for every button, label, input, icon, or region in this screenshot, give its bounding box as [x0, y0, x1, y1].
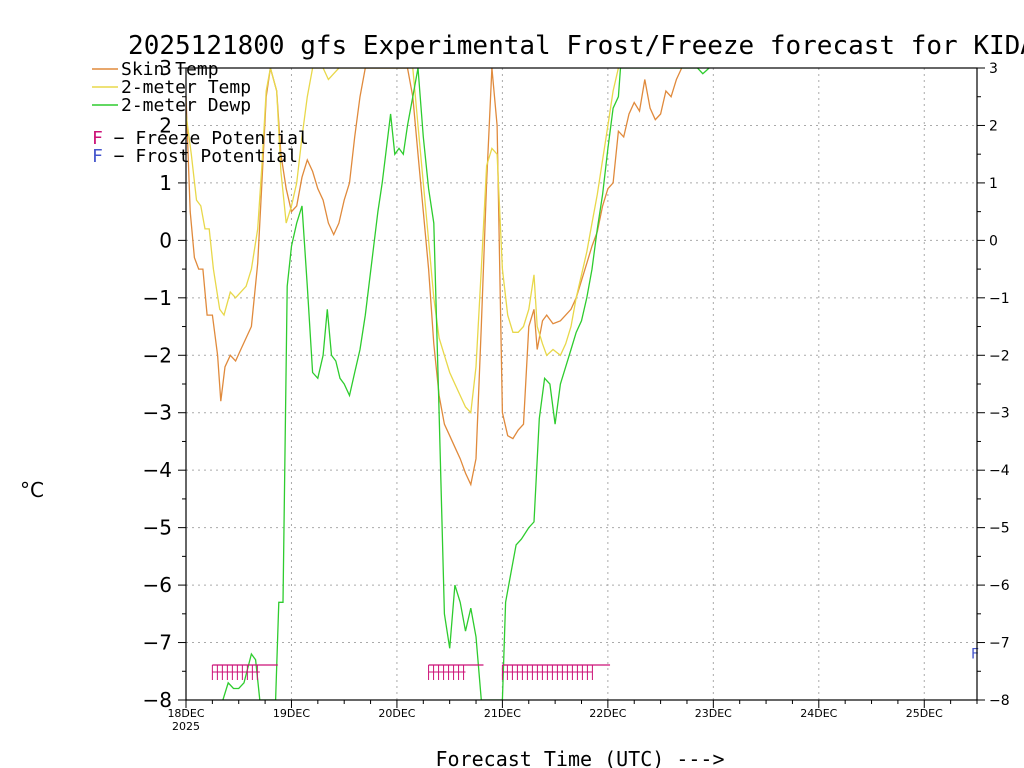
x-tick-label: 25DEC — [906, 707, 943, 720]
y-tick-label: 3 — [159, 56, 172, 80]
y-tick-label: −2 — [143, 343, 172, 367]
potential-legend-marker: F — [92, 128, 103, 149]
y-tick-label-right: −4 — [989, 463, 1010, 479]
legend-label: 2-meter Dewp — [121, 95, 251, 116]
x-axis-label: Forecast Time (UTC) ---> — [436, 747, 725, 768]
y-tick-label-right: 1 — [989, 176, 998, 192]
y-tick-label-right: 2 — [989, 118, 998, 134]
y-tick-label-right: −2 — [989, 348, 1010, 364]
legend-label: Skin Temp — [121, 59, 219, 80]
x-tick-sublabel: 2025 — [172, 720, 200, 733]
potential-legend-item: F − Freeze Potential — [92, 128, 309, 149]
y-tick-label-right: −3 — [989, 406, 1010, 422]
x-tick-label: 19DEC — [273, 707, 310, 720]
y-tick-label: 1 — [159, 171, 172, 195]
chart-title: 2025121800 gfs Experimental Frost/Freeze… — [128, 31, 1024, 61]
potential-markers: F — [211, 646, 979, 680]
y-tick-label: 0 — [159, 228, 172, 252]
legend-label: 2-meter Temp — [121, 77, 251, 98]
x-tick-label: 24DEC — [800, 707, 837, 720]
plot-frame — [185, 67, 978, 701]
y-tick-label: −6 — [143, 573, 172, 597]
x-tick-label: 21DEC — [484, 707, 521, 720]
series-2-meter-dewp — [222, 68, 710, 700]
y-tick-label: −4 — [143, 458, 172, 482]
y-tick-label: −5 — [143, 516, 172, 540]
y-tick-label-right: −1 — [989, 291, 1010, 307]
y-tick-label-right: −7 — [989, 636, 1010, 652]
potential-legend-text: − Freeze Potential — [103, 128, 309, 149]
x-tick-label: 20DEC — [378, 707, 415, 720]
frost-potential-marker: F — [971, 646, 979, 662]
series-lines — [186, 68, 710, 700]
y-tick-label: −7 — [143, 631, 172, 655]
y-tick-label-right: −6 — [989, 578, 1010, 594]
x-tick-label: 22DEC — [589, 707, 626, 720]
y-tick-label: −1 — [143, 286, 172, 310]
y-tick-label-right: 0 — [989, 233, 998, 249]
y-tick-label-right: −8 — [989, 693, 1010, 709]
y-tick-label-right: 3 — [989, 61, 998, 77]
y-tick-label: −3 — [143, 401, 172, 425]
potential-legend-marker: F — [92, 146, 103, 167]
y-axis: −8 −8 −7 −7 −6 −6 −5 −5 −4 −4 −3 −3 −2 −2 −1 −1 0 0 1 1 2 2 3 3 — [143, 56, 1010, 712]
potential-legend-item: F − Frost Potential — [92, 146, 298, 167]
y-tick-label: 2 — [159, 113, 172, 137]
y-axis-label: °C — [20, 478, 44, 502]
x-tick-label: 23DEC — [695, 707, 732, 720]
gridlines — [186, 68, 977, 700]
series-skin-temp — [186, 68, 683, 487]
y-tick-label: −8 — [143, 688, 172, 712]
y-tick-label-right: −5 — [989, 521, 1010, 537]
x-tick-label: 18DEC — [167, 707, 204, 720]
potential-legend-text: − Frost Potential — [103, 146, 298, 167]
